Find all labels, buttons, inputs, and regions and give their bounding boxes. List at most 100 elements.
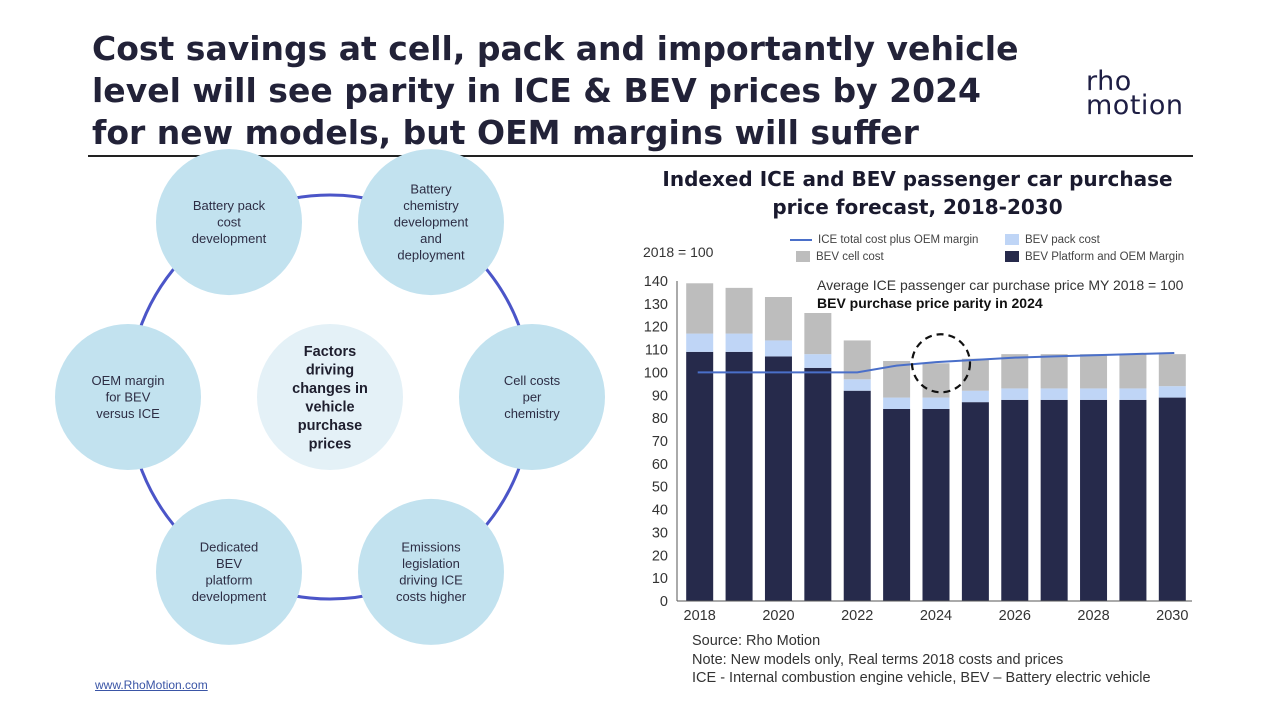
y-tick-label: 90 (652, 388, 668, 404)
y-tick-label: 140 (644, 274, 668, 290)
x-tick-label: 2028 (1077, 608, 1109, 624)
legend-label-bev-cell: BEV cell cost (816, 251, 884, 263)
factor-label: for BEV (106, 390, 151, 405)
chart-annotation-parity: BEV purchase price parity in 2024 (817, 295, 1043, 311)
bar-segment (961, 358, 989, 391)
factor-label: development (192, 589, 267, 604)
center-circle (257, 324, 403, 470)
factor-label: and (420, 231, 442, 246)
bar-segment (804, 354, 832, 368)
factor-label: deployment (397, 248, 465, 263)
bar-segment (1040, 388, 1068, 400)
bar-segment (1001, 354, 1029, 389)
y-tick-label: 60 (652, 457, 668, 473)
factor-circle (156, 498, 302, 645)
source-note: Source: Rho Motion (692, 633, 821, 649)
bar-segment (804, 313, 832, 355)
bar-segment (843, 390, 871, 601)
bar-segment (1001, 388, 1029, 400)
bar-segment (1119, 399, 1147, 601)
factor-label: costs higher (396, 589, 467, 604)
legend-item-bev-cell: BEV cell cost (796, 251, 884, 263)
center-label: prices (309, 436, 352, 452)
bar-segment (1119, 388, 1147, 400)
factor-label: development (192, 231, 267, 246)
factor-label: Battery pack (193, 198, 266, 213)
y-tick-label: 50 (652, 480, 668, 496)
x-tick-label: 2020 (762, 608, 794, 624)
center-label: vehicle (305, 399, 354, 415)
rho-motion-logo: rho motion (1086, 66, 1184, 121)
y-tick-label: 70 (652, 434, 668, 450)
center-label: driving (306, 362, 354, 378)
x-tick-label: 2026 (999, 608, 1031, 624)
bar-segment (883, 397, 911, 409)
title-divider (88, 155, 1193, 157)
legend-swatch-bev-platform (1005, 251, 1019, 263)
factor-label: versus ICE (96, 406, 160, 421)
bar-segment (922, 397, 950, 409)
chart-notes: Source: Rho Motion Note: New models only… (692, 632, 1151, 688)
x-tick-label: 2024 (920, 608, 952, 624)
bar-segment (1040, 399, 1068, 601)
logo-line-2: motion (1086, 90, 1184, 121)
bar-segment (1080, 388, 1108, 400)
x-tick-label: 2022 (841, 608, 873, 624)
factor-label: OEM margin (92, 373, 165, 388)
bar-segment (883, 409, 911, 601)
factor-circle (156, 149, 302, 296)
bar-segment (686, 351, 714, 601)
center-label: changes in (292, 381, 368, 397)
legend-item-bev-platform: BEV Platform and OEM Margin (1005, 251, 1184, 263)
factor-label: per (523, 390, 542, 405)
slide-title-line-2: level will see parity in ICE & BEV price… (92, 71, 982, 110)
bar-segment (686, 333, 714, 352)
bar-segment (764, 356, 792, 601)
ice-cost-line (697, 352, 1175, 374)
slide-title: Cost savings at cell, pack and important… (92, 28, 1052, 154)
abbreviation-note: ICE - Internal combustion engine vehicle… (692, 670, 1151, 686)
y-tick-label: 10 (652, 571, 668, 587)
bar-segment (764, 340, 792, 357)
factors-diagram: Battery packcostdevelopmentBatterychemis… (55, 149, 605, 645)
factor-label: development (394, 215, 469, 230)
factor-label: Emissions (401, 540, 461, 555)
factor-circle (55, 324, 201, 470)
chart-base-note: 2018 = 100 (643, 244, 714, 260)
legend-item-ice-line: ICE total cost plus OEM margin (790, 234, 978, 246)
slide-title-line-3: for new models, but OEM margins will suf… (92, 113, 919, 152)
x-tick-label: 2030 (1156, 608, 1188, 624)
factor-label: platform (206, 573, 253, 588)
legend-swatch-bev-pack (1005, 234, 1019, 246)
factor-circle (358, 498, 504, 645)
bar-segment (1080, 399, 1108, 601)
factor-label: chemistry (403, 198, 459, 213)
logo-line-1: rho (1086, 66, 1132, 97)
center-label: Factors (304, 344, 356, 360)
bar-segment (922, 409, 950, 601)
parity-highlight-circle (910, 333, 972, 394)
bar-segment (1158, 397, 1186, 601)
factor-label: Battery (410, 182, 452, 197)
bar-segment (725, 333, 753, 352)
y-tick-label: 0 (660, 594, 668, 610)
factor-label: Dedicated (200, 540, 259, 555)
chart-annotation-average: Average ICE passenger car purchase price… (817, 277, 1184, 293)
legend-label-bev-platform: BEV Platform and OEM Margin (1025, 251, 1185, 263)
bar-segment (1119, 354, 1147, 389)
bar-segment (725, 287, 753, 334)
factor-label: cost (217, 215, 241, 230)
bar-segment (1158, 386, 1186, 398)
bar-segment (843, 379, 871, 391)
bar-segment (843, 340, 871, 380)
factor-label: chemistry (504, 406, 560, 421)
bar-segment (725, 351, 753, 601)
y-tick-label: 20 (652, 548, 668, 564)
bar-segment (1158, 354, 1186, 387)
y-tick-label: 80 (652, 411, 668, 427)
bar-segment (1080, 354, 1108, 389)
website-link[interactable]: www.RhoMotion.com (95, 678, 208, 692)
factor-circle (358, 149, 504, 296)
bar-segment (804, 367, 832, 601)
y-tick-label: 130 (644, 297, 668, 313)
